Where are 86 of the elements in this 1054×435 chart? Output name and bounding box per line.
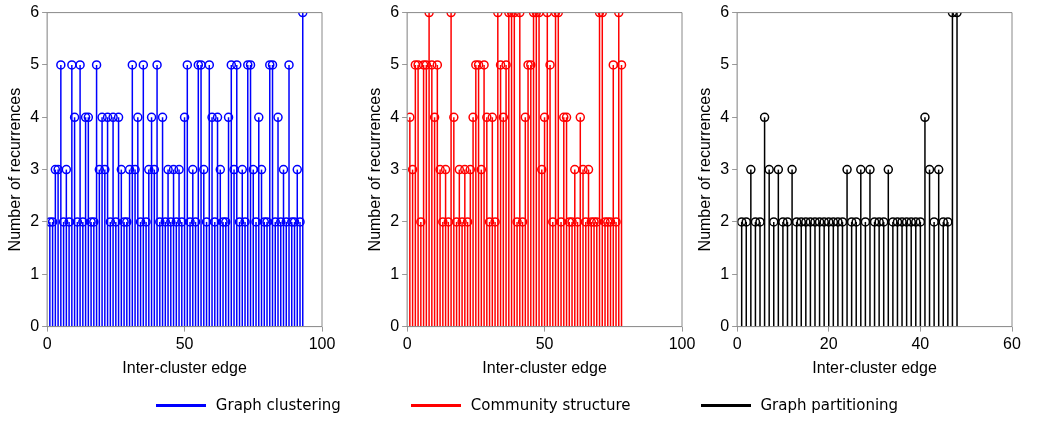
y-tick-label: 3	[30, 160, 40, 178]
point	[769, 217, 779, 227]
point	[906, 217, 916, 227]
point	[865, 164, 875, 175]
point	[755, 217, 765, 227]
point	[878, 217, 889, 227]
point	[846, 217, 857, 227]
point	[759, 112, 770, 123]
x-axis-title: Inter-cluster edge	[482, 358, 607, 376]
point	[746, 164, 756, 175]
point	[828, 217, 839, 227]
y-tick-label: 0	[390, 317, 400, 335]
y-tick-label: 3	[390, 160, 400, 178]
y-tick-label: 5	[390, 55, 400, 73]
y-tick-label: 6	[720, 3, 730, 21]
point	[810, 217, 820, 227]
x-tick-label: 50	[175, 334, 194, 352]
y-tick-label: 6	[390, 3, 400, 21]
point	[805, 217, 816, 227]
point	[819, 217, 829, 227]
point	[814, 217, 825, 227]
point	[920, 112, 930, 123]
point	[901, 217, 912, 227]
point	[943, 217, 953, 227]
point	[837, 217, 848, 227]
point	[842, 164, 852, 175]
point	[764, 164, 774, 175]
point	[883, 164, 894, 175]
point	[778, 217, 788, 227]
y-tick-label: 2	[720, 212, 730, 230]
point	[911, 217, 921, 227]
x-tick-label: 0	[732, 334, 742, 352]
y-tick-label: 1	[720, 264, 730, 282]
point	[833, 217, 843, 227]
y-tick-label: 6	[30, 3, 40, 21]
point	[938, 217, 949, 227]
point	[823, 217, 834, 227]
x-tick-label: 20	[819, 334, 838, 352]
x-tick-label: 100	[308, 334, 336, 352]
legend-label: Community structure	[470, 396, 631, 414]
y-tick-label: 1	[30, 264, 40, 282]
point	[856, 164, 866, 175]
y-tick-label: 1	[390, 264, 400, 282]
legend-label: Graph partitioning	[760, 396, 899, 414]
y-tick-label: 4	[720, 107, 730, 125]
point	[801, 217, 811, 227]
point	[897, 217, 907, 227]
x-axis-title: Inter-cluster edge	[122, 358, 247, 376]
point	[874, 217, 884, 227]
point	[851, 217, 861, 227]
x-axis-title: Inter-cluster edge	[812, 358, 937, 376]
x-tick-label: 40	[911, 334, 930, 352]
x-tick-label: 0	[42, 334, 52, 352]
x-tick-label: 60	[1003, 334, 1021, 352]
point	[750, 217, 761, 227]
point	[933, 164, 944, 175]
y-axis-title: Number of recurrences	[696, 87, 714, 252]
y-tick-label: 3	[720, 160, 730, 178]
point	[787, 164, 797, 175]
point	[773, 164, 784, 175]
point	[869, 217, 880, 227]
legend-label: Graph clustering	[215, 396, 341, 414]
y-tick-label: 5	[720, 55, 730, 73]
point	[860, 217, 871, 227]
point	[929, 217, 939, 227]
y-tick-label: 0	[30, 317, 40, 335]
point	[892, 217, 903, 227]
x-tick-label: 0	[402, 334, 412, 352]
point	[888, 217, 898, 227]
point	[737, 217, 747, 227]
point	[741, 217, 752, 227]
y-tick-label: 4	[30, 107, 40, 125]
y-tick-label: 2	[390, 212, 400, 230]
x-tick-label: 50	[535, 334, 554, 352]
point	[796, 217, 806, 227]
x-tick-label: 100	[668, 334, 696, 352]
y-tick-label: 0	[720, 317, 730, 335]
y-tick-label: 4	[390, 107, 400, 125]
point	[915, 217, 926, 227]
point	[924, 164, 935, 175]
point	[782, 217, 793, 227]
point	[791, 217, 802, 227]
y-tick-label: 2	[30, 212, 40, 230]
y-axis-title: Number of recurrences	[366, 87, 384, 252]
y-tick-label: 5	[30, 55, 40, 73]
y-axis-title: Number of recurrences	[6, 87, 24, 252]
